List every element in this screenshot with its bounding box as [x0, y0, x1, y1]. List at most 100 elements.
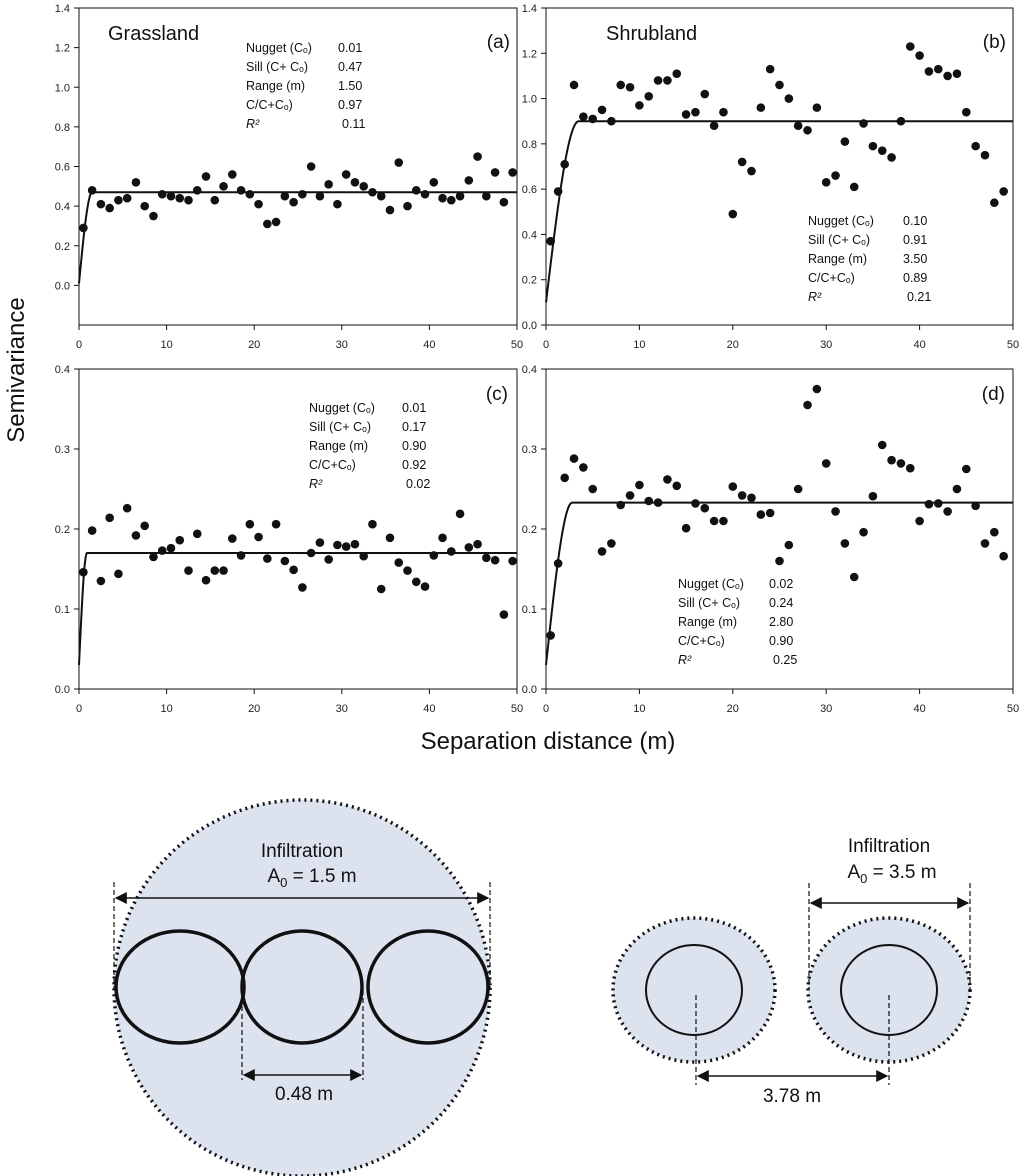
stat-value: 0.92 — [402, 458, 426, 472]
data-point — [245, 189, 255, 199]
data-point — [905, 463, 915, 473]
data-point — [681, 523, 691, 533]
stat-label: Sill (C+ Cₒ) — [678, 596, 740, 610]
spacing-label-right: 3.78 m — [763, 1086, 821, 1107]
data-point — [184, 195, 193, 205]
data-point — [201, 575, 211, 585]
a0-label-right: A0 = 3.5 m — [847, 862, 936, 886]
data-point — [971, 141, 980, 151]
data-point — [315, 538, 325, 547]
data-point — [359, 551, 369, 561]
data-point — [775, 556, 784, 566]
data-point — [271, 217, 281, 227]
data-point — [490, 555, 500, 565]
data-point — [560, 473, 569, 483]
x-tick-label: 20 — [248, 339, 260, 351]
stat-label: R² — [678, 653, 692, 667]
y-tick-label: 0.8 — [55, 122, 70, 134]
x-tick-label: 40 — [913, 339, 925, 351]
data-point — [597, 547, 607, 556]
shrub-patch-left — [645, 944, 743, 1036]
stat-label: C/C+Cₒ) — [246, 98, 293, 112]
data-point — [952, 69, 962, 78]
stat-value: 0.25 — [773, 653, 797, 667]
data-point — [877, 146, 887, 155]
y-tick-label: 0.6 — [522, 184, 537, 196]
data-point — [765, 64, 775, 74]
panel-title: Shrubland — [606, 23, 697, 45]
chart-panel-d: 0.0 0.1 0.2 0.3 0.4 0 10 20 30 40 50 (d) Nugget (Cₒ)… — [522, 364, 1019, 715]
x-tick-label: 10 — [160, 703, 172, 715]
data-point — [896, 459, 906, 468]
data-point — [140, 201, 149, 211]
data-point — [385, 533, 395, 543]
data-point — [896, 116, 906, 126]
data-point — [324, 180, 333, 189]
data-point — [765, 508, 775, 518]
data-point — [691, 499, 700, 508]
model-fit-line — [545, 120, 1013, 303]
data-point — [376, 584, 386, 594]
stat-label: Range (m) — [808, 252, 867, 266]
stat-label: Sill (C+ Cₒ) — [309, 420, 371, 434]
stat-label: Range (m) — [309, 439, 368, 453]
infiltration-label-right: Infiltration — [848, 836, 930, 857]
y-tick-label: 0.2 — [522, 524, 537, 536]
data-point — [350, 178, 360, 187]
data-point — [756, 510, 766, 519]
data-point — [201, 172, 211, 181]
data-point — [192, 185, 202, 195]
data-point — [236, 185, 246, 195]
data-point — [653, 76, 663, 85]
x-tick-label: 50 — [511, 339, 523, 351]
data-point — [971, 501, 980, 511]
data-point — [877, 440, 887, 450]
data-point — [394, 158, 404, 167]
data-point — [105, 203, 114, 213]
a0-label: A0 = 1.5 m — [267, 866, 356, 890]
data-point — [980, 150, 990, 160]
data-point — [644, 496, 654, 506]
data-point — [289, 197, 298, 207]
y-tick-label: 0.4 — [522, 229, 537, 241]
x-tick-label: 50 — [511, 703, 523, 715]
data-point — [315, 191, 325, 201]
stat-label: C/C+Cₒ) — [309, 458, 356, 472]
y-tick-label: 0.0 — [522, 320, 537, 332]
data-point — [368, 187, 377, 197]
y-tick-label: 1.0 — [55, 82, 70, 94]
stat-value: 0.02 — [769, 577, 793, 591]
x-tick-label: 0 — [76, 703, 82, 715]
data-point — [219, 566, 228, 575]
data-point — [831, 171, 840, 180]
stat-value: 0.01 — [402, 401, 426, 415]
stat-label: Nugget (Cₒ) — [246, 41, 312, 55]
stat-label: R² — [309, 477, 323, 491]
y-tick-label: 0.8 — [522, 139, 537, 151]
data-point — [737, 491, 747, 500]
plant-patch-2 — [240, 929, 364, 1045]
data-point — [368, 519, 377, 529]
data-point — [464, 543, 474, 552]
data-point — [990, 198, 999, 208]
data-point — [192, 529, 202, 539]
x-tick-label: 0 — [543, 339, 549, 351]
data-point — [490, 168, 500, 177]
data-point — [420, 189, 430, 199]
data-point — [546, 236, 555, 246]
data-point — [140, 521, 149, 531]
x-tick-label: 30 — [336, 703, 348, 715]
data-point — [403, 201, 412, 211]
data-point — [859, 119, 868, 128]
data-point — [784, 540, 794, 550]
data-point — [96, 576, 106, 586]
plot-frame — [78, 7, 518, 326]
data-point — [306, 162, 316, 171]
data-point — [840, 539, 850, 548]
data-point — [482, 553, 491, 563]
model-fit-line — [78, 552, 517, 666]
chart-panel-a: 0.0 0.2 0.4 0.6 0.8 1.0 1.2 1.4 0 10 20 30 40 50 Grass… — [55, 3, 523, 351]
data-point — [245, 519, 255, 529]
data-point — [887, 455, 896, 465]
panel-letter: (b) — [983, 32, 1006, 53]
